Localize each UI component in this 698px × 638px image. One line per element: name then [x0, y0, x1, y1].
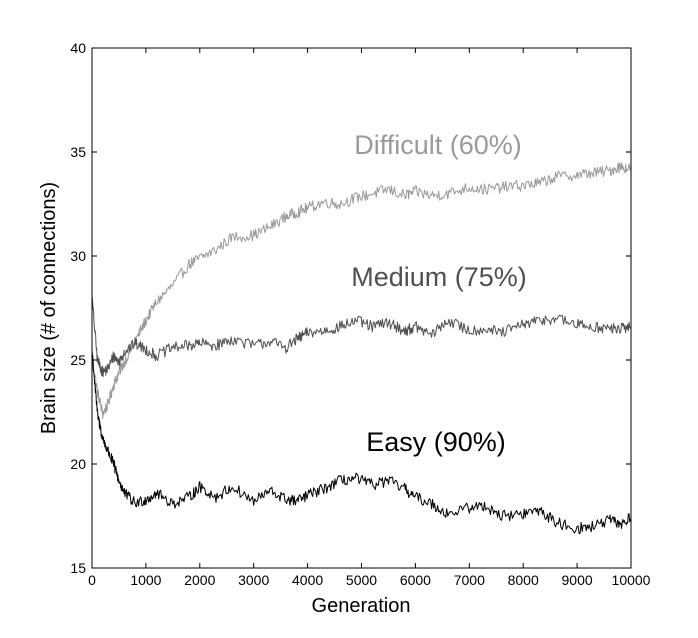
x-tick-label: 4000 — [292, 572, 323, 588]
plot-area — [92, 48, 631, 568]
y-tick-label: 30 — [70, 248, 86, 264]
x-tick-label: 8000 — [508, 572, 539, 588]
y-tick-label: 40 — [70, 40, 86, 56]
plot-frame — [91, 47, 632, 569]
y-tick-label: 35 — [70, 144, 86, 160]
y-tick-label: 25 — [70, 352, 86, 368]
x-tick-label: 6000 — [400, 572, 431, 588]
axes-layer: 0 1000 2000 3000 4000 5000 6000 7000 8000 9000 100… — [70, 40, 650, 588]
x-tick-label: 7000 — [454, 572, 485, 588]
x-tick-label: 0 — [88, 572, 96, 588]
y-axis-title: Brain size (# of connections) — [38, 182, 60, 434]
y-tick-label: 20 — [70, 456, 86, 472]
x-tick-label: 5000 — [346, 572, 377, 588]
series-label-medium: Medium (75%) — [351, 262, 527, 292]
series-label-difficult: Difficult (60%) — [354, 130, 522, 160]
series-label-easy: Easy (90%) — [366, 427, 506, 457]
x-axis-title: Generation — [312, 595, 411, 617]
series-line-difficult — [91, 162, 632, 420]
y-tick-label: 15 — [70, 560, 86, 576]
x-tick-label: 9000 — [562, 572, 593, 588]
series-line-easy — [91, 349, 632, 535]
x-tick-label: 3000 — [238, 572, 269, 588]
series-layer — [91, 162, 632, 535]
x-tick-label: 2000 — [184, 572, 215, 588]
x-tick-label: 10000 — [612, 572, 651, 588]
x-tick-label: 1000 — [130, 572, 161, 588]
series-line-medium — [91, 297, 632, 378]
